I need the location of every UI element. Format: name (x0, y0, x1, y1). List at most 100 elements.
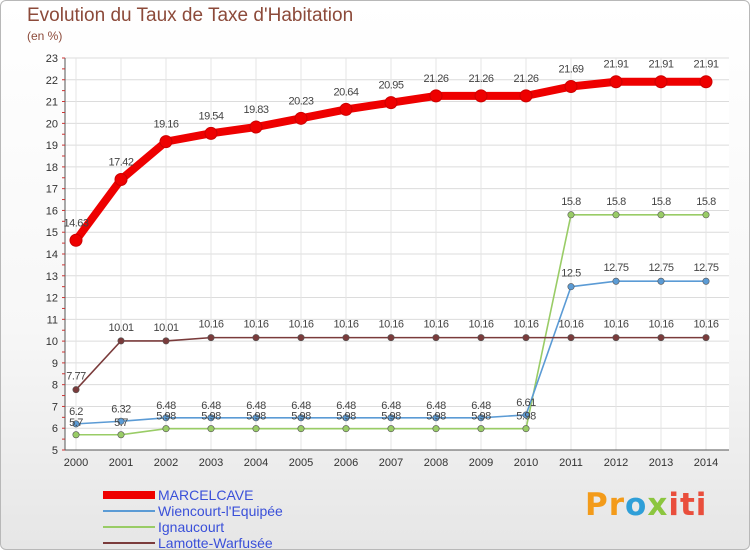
series-3-data-label: 10.16 (423, 319, 448, 331)
series-1-point (612, 277, 620, 285)
series-1-data-label: 6.48 (201, 400, 221, 412)
series-3-data-label: 10.16 (198, 319, 223, 331)
y-tick-label: 23 (46, 53, 58, 65)
y-tick-label: 6 (52, 423, 58, 435)
series-2-point (297, 425, 305, 433)
x-tick-label: 2014 (694, 457, 718, 469)
series-1-point (567, 283, 575, 291)
y-tick-label: 12 (46, 293, 58, 305)
series-2-point (387, 425, 395, 433)
legend-swatch-marcelcave (103, 491, 155, 499)
series-1-data-label: 6.32 (111, 403, 131, 415)
series-2-data-label: 15.8 (696, 196, 716, 208)
series-0-data-label: 20.64 (333, 86, 358, 98)
y-tick-label: 13 (46, 271, 58, 283)
x-tick-label: 2009 (469, 457, 493, 469)
series-0-point (429, 89, 443, 103)
series-0-data-label: 14.63 (63, 217, 88, 229)
y-tick-label: 7 (52, 401, 58, 413)
y-tick-label: 14 (46, 249, 58, 261)
series-1-point (432, 414, 440, 422)
series-3-data-label: 7.77 (66, 371, 86, 383)
series-3-point (72, 386, 80, 394)
y-tick-label: 16 (46, 205, 58, 217)
legend-item-wiencourt: Wiencourt-l'Equipée (103, 503, 283, 519)
series-1-point (657, 277, 665, 285)
series-3-point (252, 334, 260, 342)
series-3-point (702, 334, 710, 342)
series-1-data-label: 6.61 (516, 397, 536, 409)
series-1-point (702, 277, 710, 285)
series-1-data-label: 12.75 (603, 262, 628, 274)
series-2-point (207, 425, 215, 433)
x-tick-label: 2002 (154, 457, 178, 469)
proxiti-logo: Proxiti (585, 487, 708, 523)
series-2-point (702, 211, 710, 219)
series-0-data-label: 20.23 (288, 95, 313, 107)
series-3-point (612, 334, 620, 342)
series-0-point (249, 120, 263, 134)
series-3-data-label: 10.16 (648, 319, 673, 331)
series-2-data-label: 15.8 (561, 196, 581, 208)
legend-swatch-wiencourt (103, 510, 155, 512)
series-2-point (162, 425, 170, 433)
series-3-point (657, 334, 665, 342)
series-0-point (384, 96, 398, 110)
series-1-point (117, 417, 125, 425)
series-3-data-label: 10.16 (558, 319, 583, 331)
series-2-data-label: 5.98 (471, 411, 491, 423)
y-tick-label: 15 (46, 227, 58, 239)
series-2-data-label: 5.98 (381, 411, 401, 423)
series-3-data-label: 10.16 (243, 319, 268, 331)
series-3-data-label: 10.16 (378, 319, 403, 331)
y-tick-label: 8 (52, 380, 58, 392)
series-2-data-label: 5.7 (69, 417, 83, 429)
series-2-point (567, 211, 575, 219)
series-2-point (612, 211, 620, 219)
series-1-point (342, 414, 350, 422)
series-3-data-label: 10.16 (513, 319, 538, 331)
series-0-data-label: 21.26 (513, 73, 538, 85)
series-0-data-label: 21.69 (558, 64, 583, 76)
y-tick-label: 5 (52, 445, 58, 457)
series-3-data-label: 10.16 (468, 319, 493, 331)
series-2-point (72, 431, 80, 439)
series-0-point (294, 111, 308, 125)
series-1-point (387, 414, 395, 422)
series-0-point (564, 80, 578, 94)
series-2-data-label: 5.98 (426, 411, 446, 423)
legend-item-marcelcave: MARCELCAVE (103, 487, 283, 503)
series-0-data-label: 21.91 (648, 59, 673, 71)
series-0-data-label: 20.95 (378, 80, 403, 92)
legend: MARCELCAVE Wiencourt-l'Equipée Ignaucour… (103, 487, 283, 549)
series-1-point (477, 414, 485, 422)
series-2-point (477, 425, 485, 433)
series-2-point (342, 425, 350, 433)
series-2-data-label: 5.98 (291, 411, 311, 423)
series-0-data-label: 21.91 (693, 59, 718, 71)
legend-item-lamotte: Lamotte-Warfusée (103, 535, 283, 549)
legend-label-marcelcave: MARCELCAVE (158, 487, 254, 503)
series-1-point (252, 414, 260, 422)
series-1-point (207, 414, 215, 422)
y-tick-label: 11 (47, 314, 58, 326)
series-1-data-label: 12.75 (648, 262, 673, 274)
y-tick-label: 21 (46, 97, 58, 109)
series-3-point (387, 334, 395, 342)
series-2-data-label: 15.8 (606, 196, 626, 208)
series-0-data-label: 21.26 (423, 73, 448, 85)
series-2-data-label: 5.98 (246, 411, 266, 423)
series-0-point (699, 75, 713, 89)
series-3-data-label: 10.16 (693, 319, 718, 331)
series-0-point (474, 89, 488, 103)
chart-title: Evolution du Taux de Taxe d'Habitation (27, 5, 354, 26)
series-1-data-label: 6.2 (69, 406, 83, 418)
legend-label-ignaucourt: Ignaucourt (158, 519, 225, 535)
series-2-point (432, 425, 440, 433)
series-0-data-label: 17.42 (108, 157, 133, 169)
series-0-data-label: 21.91 (603, 59, 628, 71)
y-tick-label: 20 (46, 118, 58, 130)
series-2-point (657, 211, 665, 219)
series-2-point (522, 425, 530, 433)
